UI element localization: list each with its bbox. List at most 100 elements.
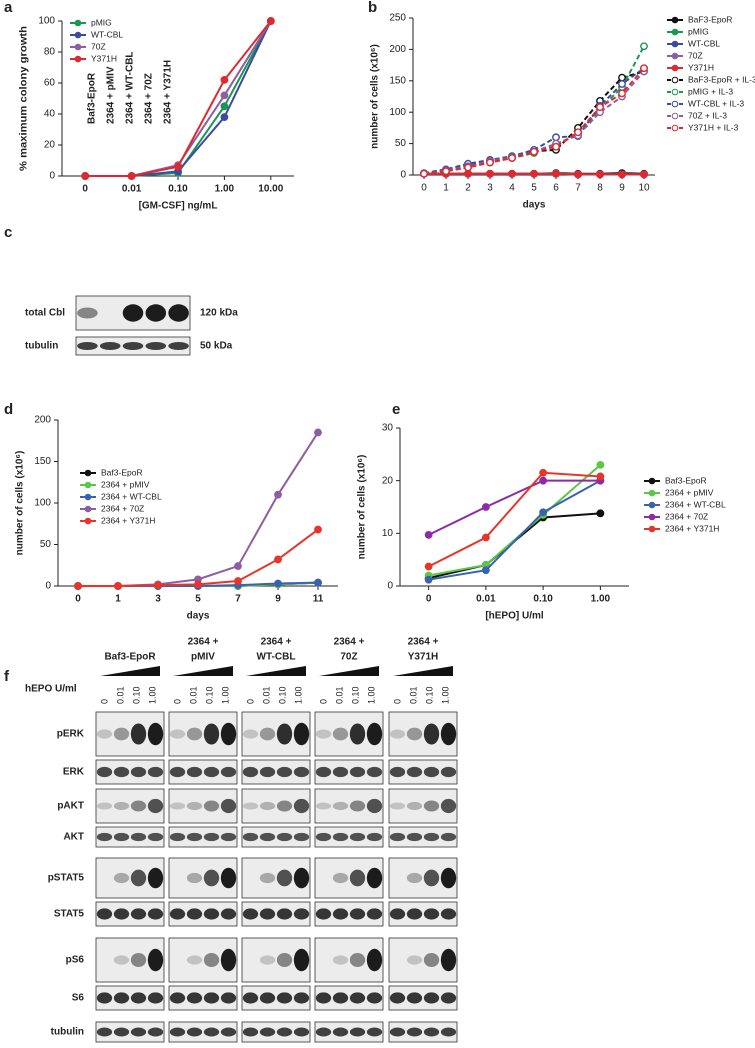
x-tick-label: 7 xyxy=(235,594,241,605)
band xyxy=(276,1027,293,1037)
band xyxy=(203,952,220,968)
legend-label: Y371H xyxy=(688,62,714,72)
band xyxy=(349,869,366,887)
legend-label: WT-CBL xyxy=(688,38,720,48)
band xyxy=(203,766,220,778)
band xyxy=(169,766,186,778)
legend-marker xyxy=(648,489,656,497)
band xyxy=(147,1027,164,1037)
data-point xyxy=(618,73,626,82)
dose-value: 0 xyxy=(99,699,109,704)
x-tick-label: 0 xyxy=(426,594,432,605)
x-tick-label: 6 xyxy=(553,183,559,194)
band xyxy=(315,908,332,920)
band xyxy=(77,307,98,319)
x-tick-label: 0.10 xyxy=(533,594,553,605)
x-tick-label: 7 xyxy=(575,183,581,194)
data-point xyxy=(234,577,242,585)
blot xyxy=(241,1021,311,1043)
data-point xyxy=(314,578,322,587)
legend-label: Y371H + IL-3 xyxy=(688,122,739,132)
data-point xyxy=(530,147,538,156)
band xyxy=(332,727,349,741)
dose-value: 0 xyxy=(392,699,402,704)
panel-letter: f xyxy=(4,668,10,685)
band xyxy=(293,766,310,778)
data-point xyxy=(127,172,136,180)
blot xyxy=(388,826,458,848)
y-tick-label: 100 xyxy=(34,498,51,509)
blot xyxy=(168,1021,238,1043)
band xyxy=(276,800,293,812)
band xyxy=(130,766,147,778)
band xyxy=(406,872,423,884)
band xyxy=(406,832,423,842)
band xyxy=(389,992,406,1004)
group-label: 2364 + xyxy=(188,637,219,648)
band xyxy=(130,1027,147,1037)
series-line xyxy=(428,479,601,581)
band xyxy=(406,955,423,965)
band xyxy=(203,800,220,812)
dose-value: 0 xyxy=(245,699,255,704)
blot xyxy=(388,711,458,757)
data-point xyxy=(274,579,282,588)
band xyxy=(406,908,423,920)
band xyxy=(220,1027,237,1037)
band xyxy=(169,832,186,842)
x-tick-label: 2 xyxy=(465,183,471,194)
data-point xyxy=(640,64,648,73)
band xyxy=(276,832,293,842)
band xyxy=(203,723,220,745)
band xyxy=(130,832,147,842)
band xyxy=(242,766,259,778)
dose-label: hEPO U/ml xyxy=(25,684,77,695)
band xyxy=(259,766,276,778)
band xyxy=(259,955,276,965)
band xyxy=(186,955,203,965)
band xyxy=(96,1027,113,1037)
band xyxy=(293,722,310,746)
band xyxy=(440,722,457,746)
band xyxy=(220,766,237,778)
band xyxy=(259,908,276,920)
band xyxy=(242,802,259,810)
data-point xyxy=(508,154,516,162)
band xyxy=(259,832,276,842)
band xyxy=(169,1027,186,1037)
legend-label: Baf3-EpoR xyxy=(101,467,143,477)
y-tick-label: 80 xyxy=(44,47,56,58)
x-tick-label: 9 xyxy=(275,594,281,605)
band xyxy=(440,867,457,889)
lane-label: 2364 + 70Z xyxy=(144,73,155,124)
dose-wedge xyxy=(319,666,379,676)
band xyxy=(349,992,366,1004)
legend-label: WT-CBL xyxy=(91,29,123,39)
group-label: 2364 + xyxy=(261,637,292,648)
band xyxy=(349,1027,366,1037)
data-point xyxy=(481,503,490,511)
band xyxy=(242,832,259,842)
legend-label: 2364 + Y371H xyxy=(665,523,719,533)
band xyxy=(186,801,203,811)
legend-marker xyxy=(671,52,679,60)
band xyxy=(113,766,130,778)
data-point xyxy=(552,133,560,142)
band xyxy=(349,952,366,968)
dose-value: 1.00 xyxy=(366,686,376,704)
blot xyxy=(314,1021,384,1043)
band xyxy=(169,992,186,1004)
band xyxy=(389,766,406,778)
band xyxy=(349,908,366,920)
band xyxy=(332,908,349,920)
band xyxy=(276,766,293,778)
data-point xyxy=(596,103,604,112)
lane-label: 2364 + pMIV xyxy=(106,66,117,124)
band xyxy=(366,766,383,778)
band xyxy=(276,908,293,920)
legend-label: 70Z xyxy=(688,50,703,60)
series-line xyxy=(423,70,645,175)
legend-marker xyxy=(671,16,679,24)
